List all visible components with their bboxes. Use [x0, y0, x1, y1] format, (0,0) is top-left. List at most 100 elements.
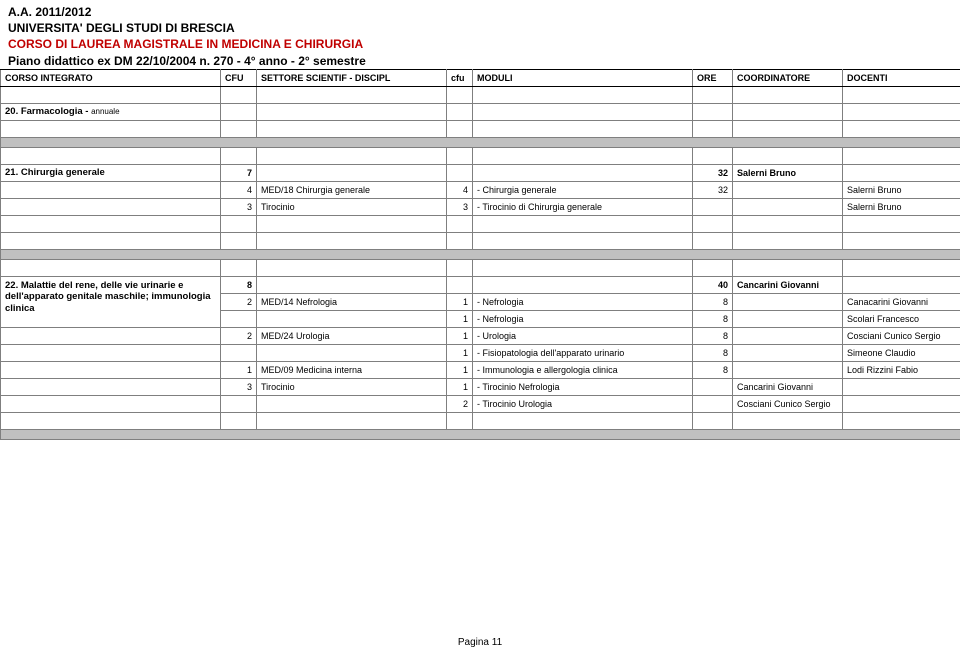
cell-doc [843, 378, 960, 395]
cell-settore: Tirocinio [257, 378, 447, 395]
cell-settore: MED/18 Chirurgia generale [257, 181, 447, 198]
cell-mcfu: 1 [447, 293, 473, 310]
document-header: A.A. 2011/2012 UNIVERSITA' DEGLI STUDI D… [0, 0, 960, 69]
cell-mcfu: 4 [447, 181, 473, 198]
cell-mcfu: 1 [447, 361, 473, 378]
cell-modulo: - Tirocinio di Chirurgia generale [473, 198, 693, 215]
cell-cfu [221, 310, 257, 327]
cell-mcfu: 1 [447, 310, 473, 327]
cell-mcfu: 2 [447, 395, 473, 412]
curriculum-table: CORSO INTEGRATO CFU SETTORE SCIENTIF - D… [0, 69, 960, 440]
cell-ore [693, 378, 733, 395]
section-chirurgia: 21. Chirurgia generale 7 32 Salerni Brun… [1, 164, 960, 181]
cell-doc: Salerni Bruno [843, 198, 960, 215]
title-suffix: annuale [91, 107, 119, 116]
cell-settore [257, 395, 447, 412]
table-row: 1 MED/09 Medicina interna 1 - Immunologi… [1, 361, 960, 378]
cell-coord: Cancarini Giovanni [733, 378, 843, 395]
col-settore: SETTORE SCIENTIF - DISCIPL [257, 69, 447, 86]
cell-doc: Simeone Claudio [843, 344, 960, 361]
chirurgia-coord: Salerni Bruno [733, 164, 843, 181]
table-row [1, 232, 960, 249]
header-line-4: Piano didattico ex DM 22/10/2004 n. 270 … [8, 53, 952, 69]
table-row [1, 120, 960, 137]
chirurgia-title: 21. Chirurgia generale [1, 164, 221, 181]
separator-row [1, 137, 960, 147]
cell-ore: 8 [693, 361, 733, 378]
cell-modulo: - Immunologia e allergologia clinica [473, 361, 693, 378]
table-row [1, 412, 960, 429]
cell-doc: Canacarini Giovanni [843, 293, 960, 310]
table-row: 1 - Fisiopatologia dell'apparato urinari… [1, 344, 960, 361]
table-header-row: CORSO INTEGRATO CFU SETTORE SCIENTIF - D… [1, 69, 960, 86]
header-line-1: A.A. 2011/2012 [8, 4, 952, 20]
chirurgia-cfu: 7 [221, 164, 257, 181]
cell-settore [257, 344, 447, 361]
title-text: 20. Farmacologia - [5, 106, 91, 117]
cell-cfu: 4 [221, 181, 257, 198]
cell-ore [693, 395, 733, 412]
table-row [1, 259, 960, 276]
cell-mcfu: 1 [447, 327, 473, 344]
cell-cfu [221, 344, 257, 361]
table-row [1, 215, 960, 232]
col-mcfu: cfu [447, 69, 473, 86]
col-corso: CORSO INTEGRATO [1, 69, 221, 86]
header-line-2: UNIVERSITA' DEGLI STUDI DI BRESCIA [8, 20, 952, 36]
cell-ore: 32 [693, 181, 733, 198]
cell-cfu [221, 395, 257, 412]
table-row [1, 147, 960, 164]
cell-cfu: 2 [221, 293, 257, 310]
cell-doc [843, 395, 960, 412]
cell-coord: Cosciani Cunico Sergio [733, 395, 843, 412]
cell-modulo: - Nefrologia [473, 293, 693, 310]
cell-ore: 8 [693, 293, 733, 310]
cell-doc: Salerni Bruno [843, 181, 960, 198]
cell-modulo: - Fisiopatologia dell'apparato urinario [473, 344, 693, 361]
cell-settore [257, 310, 447, 327]
col-ore: ORE [693, 69, 733, 86]
malattie-cfu: 8 [221, 276, 257, 293]
header-line-3: CORSO DI LAUREA MAGISTRALE IN MEDICINA E… [8, 36, 952, 52]
malattie-ore: 40 [693, 276, 733, 293]
section-farmacologia: 20. Farmacologia - annuale [1, 103, 960, 120]
cell-settore: Tirocinio [257, 198, 447, 215]
cell-ore: 8 [693, 310, 733, 327]
cell-modulo: - Tirocinio Nefrologia [473, 378, 693, 395]
separator-row [1, 249, 960, 259]
farmacologia-title: 20. Farmacologia - annuale [1, 103, 221, 120]
cell-cfu: 2 [221, 327, 257, 344]
separator-row [1, 429, 960, 439]
col-coord: COORDINATORE [733, 69, 843, 86]
cell-settore: MED/09 Medicina interna [257, 361, 447, 378]
table-row: 2 MED/24 Urologia 1 - Urologia 8 Coscian… [1, 327, 960, 344]
cell-cfu: 3 [221, 198, 257, 215]
chirurgia-ore: 32 [693, 164, 733, 181]
cell-ore [693, 198, 733, 215]
malattie-title: 22. Malattie del rene, delle vie urinari… [1, 276, 221, 327]
table-row: 3 Tirocinio 3 - Tirocinio di Chirurgia g… [1, 198, 960, 215]
cell-doc: Cosciani Cunico Sergio [843, 327, 960, 344]
malattie-coord: Cancarini Giovanni [733, 276, 843, 293]
page-footer: Pagina 11 [0, 637, 960, 648]
cell-cfu: 3 [221, 378, 257, 395]
col-docenti: DOCENTI [843, 69, 960, 86]
section-malattie: 22. Malattie del rene, delle vie urinari… [1, 276, 960, 293]
col-moduli: MODULI [473, 69, 693, 86]
table-row: 2 - Tirocinio Urologia Cosciani Cunico S… [1, 395, 960, 412]
cell-modulo: - Chirurgia generale [473, 181, 693, 198]
cell-mcfu: 1 [447, 378, 473, 395]
table-row: 3 Tirocinio 1 - Tirocinio Nefrologia Can… [1, 378, 960, 395]
cell-ore: 8 [693, 327, 733, 344]
cell-mcfu: 1 [447, 344, 473, 361]
cell-settore: MED/14 Nefrologia [257, 293, 447, 310]
col-cfu: CFU [221, 69, 257, 86]
table-row [1, 86, 960, 103]
cell-doc: Lodi Rizzini Fabio [843, 361, 960, 378]
cell-modulo: - Tirocinio Urologia [473, 395, 693, 412]
cell-modulo: - Nefrologia [473, 310, 693, 327]
cell-ore: 8 [693, 344, 733, 361]
cell-cfu: 1 [221, 361, 257, 378]
cell-doc: Scolari Francesco [843, 310, 960, 327]
cell-settore: MED/24 Urologia [257, 327, 447, 344]
